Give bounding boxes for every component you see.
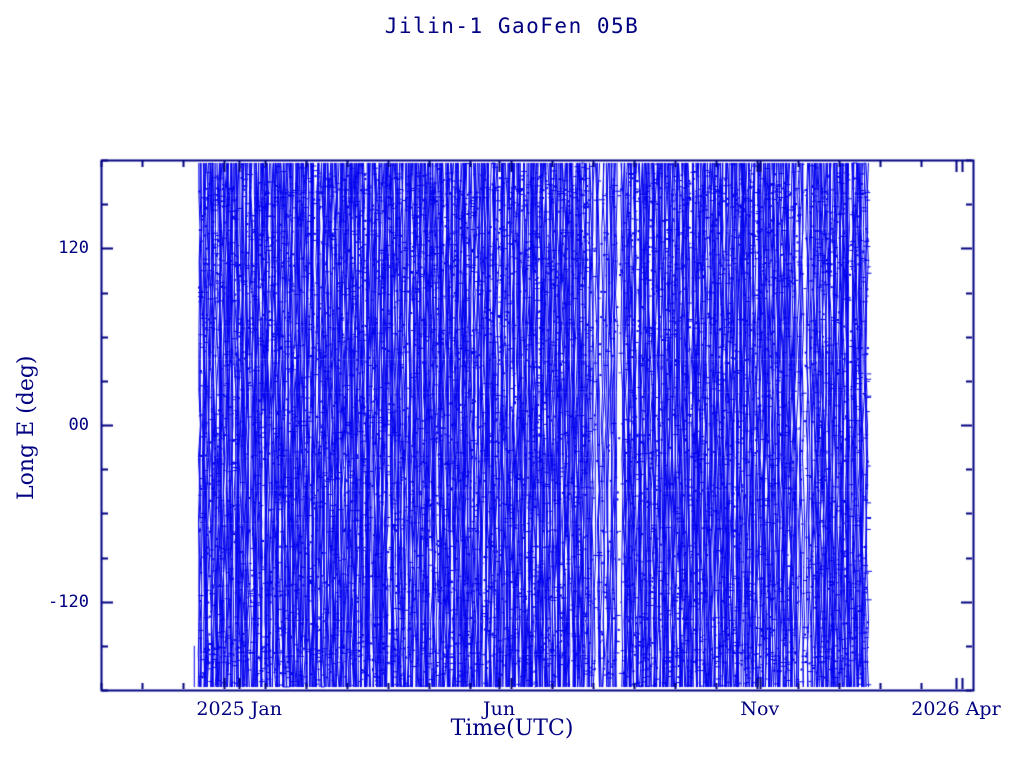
x-axis-title: Time(UTC) (450, 716, 574, 741)
y-tick-label-120: 120 (58, 238, 89, 259)
x-tick-label-2025-jan: 2025 Jan (196, 698, 282, 720)
y-tick-label-00: 00 (68, 415, 89, 435)
x-tick-label-jun: Jun (483, 698, 516, 720)
y-tick-label-neg120: -120 (48, 591, 89, 612)
x-tick-label-nov: Nov (740, 698, 780, 720)
x-tick-label-2026-apr: 2026 Apr (911, 698, 1001, 720)
